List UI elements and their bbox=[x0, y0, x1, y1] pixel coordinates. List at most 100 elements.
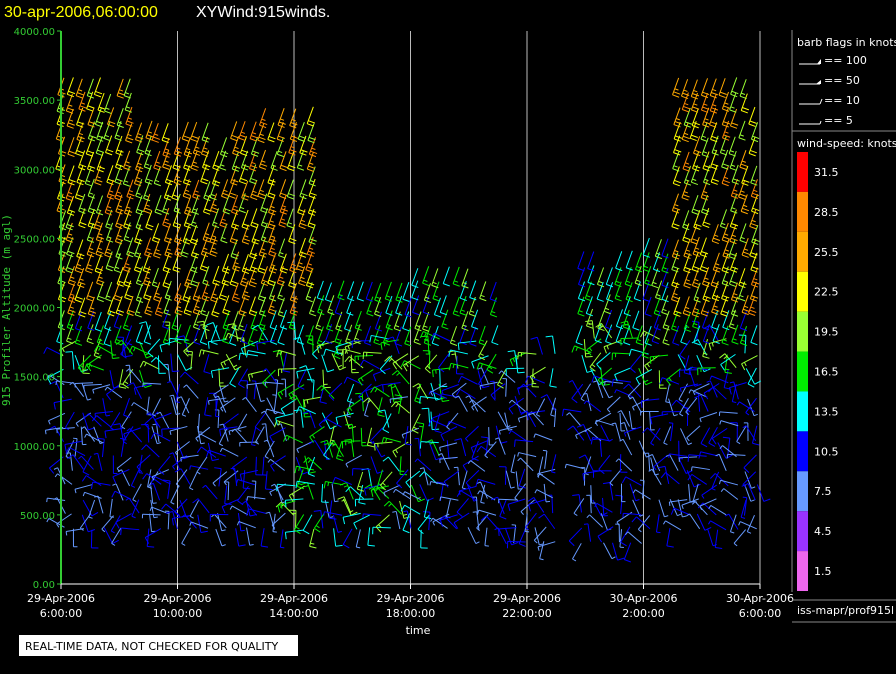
wind-barb-feather bbox=[66, 110, 74, 114]
wind-barb bbox=[632, 310, 640, 331]
wind-barb bbox=[710, 122, 719, 143]
wind-barb-feather bbox=[549, 385, 557, 388]
wind-barb-half-feather bbox=[221, 236, 226, 240]
wind-barb-half-feather bbox=[378, 411, 383, 414]
wind-barb-shaft bbox=[584, 454, 594, 472]
wind-barb-half-feather bbox=[469, 399, 473, 404]
wind-barb-half-feather bbox=[249, 340, 254, 343]
wind-barb-feather bbox=[65, 351, 73, 353]
wind-barb bbox=[67, 165, 76, 186]
wind-barb-feather bbox=[246, 350, 249, 358]
wind-barb-feather bbox=[674, 149, 682, 153]
wind-barb-feather bbox=[125, 355, 133, 358]
wind-barb-feather bbox=[163, 312, 171, 316]
wind-barb-shaft bbox=[326, 311, 334, 329]
wind-barb bbox=[699, 498, 717, 510]
wind-barb-feather bbox=[165, 237, 173, 241]
wind-barb-shaft bbox=[663, 426, 672, 444]
wind-barb-half-feather bbox=[298, 164, 303, 167]
wind-barb bbox=[313, 510, 324, 529]
wind-barb-shaft bbox=[325, 417, 342, 428]
wind-barb-feather bbox=[231, 179, 239, 183]
wind-barb-half-feather bbox=[135, 252, 140, 255]
wind-barb-feather bbox=[115, 194, 123, 198]
wind-barb bbox=[404, 297, 412, 318]
wind-barb-shaft bbox=[468, 395, 479, 412]
wind-barb-half-feather bbox=[170, 501, 175, 505]
wind-barb-shaft bbox=[367, 468, 373, 487]
wind-barb-feather bbox=[203, 371, 211, 375]
wind-barb-shaft bbox=[324, 511, 343, 516]
wind-barb bbox=[102, 398, 111, 417]
wind-barb-shaft bbox=[511, 430, 527, 442]
wind-barb-shaft bbox=[270, 150, 278, 169]
wind-barb-feather bbox=[675, 135, 682, 139]
wind-barb bbox=[197, 433, 217, 443]
wind-barb-shaft bbox=[237, 368, 248, 385]
wind-barb-feather bbox=[363, 488, 367, 496]
wind-barb-shaft bbox=[172, 452, 180, 470]
wind-barb-half-feather bbox=[242, 277, 247, 280]
wind-barb bbox=[231, 282, 241, 303]
wind-barb-shaft bbox=[529, 366, 546, 377]
wind-barb-half-feather bbox=[346, 338, 351, 341]
wind-barb-feather bbox=[277, 282, 285, 286]
wind-barb bbox=[171, 515, 191, 526]
wind-barb-feather bbox=[478, 342, 486, 346]
wind-barb bbox=[107, 296, 116, 317]
wind-barb bbox=[200, 237, 210, 258]
wind-barb-feather bbox=[572, 494, 580, 497]
wind-barb-shaft bbox=[459, 388, 476, 400]
wind-barb-half-feather bbox=[68, 323, 73, 327]
wind-barb-feather bbox=[154, 295, 162, 300]
wind-barb-feather bbox=[298, 282, 306, 287]
wind-barb-half-feather bbox=[116, 253, 121, 256]
wind-barb-feather bbox=[712, 240, 719, 245]
wind-barb bbox=[687, 473, 707, 485]
wind-barb-half-feather bbox=[703, 352, 708, 355]
wind-barb-feather bbox=[259, 295, 267, 299]
wind-barb-feather bbox=[179, 371, 186, 378]
wind-barb-feather bbox=[702, 208, 710, 212]
wind-barb bbox=[586, 494, 592, 514]
wind-barb-feather bbox=[358, 502, 366, 505]
wind-barb bbox=[239, 469, 258, 482]
wind-barb-shaft bbox=[296, 480, 315, 485]
wind-barb bbox=[374, 441, 393, 451]
wind-barb-shaft bbox=[518, 452, 537, 458]
wind-barb-feather bbox=[88, 250, 95, 255]
wind-barb-half-feather bbox=[75, 423, 79, 427]
wind-barb bbox=[254, 426, 265, 445]
wind-barb-half-feather bbox=[89, 192, 94, 195]
wind-barb bbox=[181, 527, 191, 546]
wind-barb bbox=[651, 268, 659, 289]
wind-barb-shaft bbox=[392, 336, 400, 355]
wind-barb-feather bbox=[260, 251, 268, 255]
wind-barb-feather bbox=[201, 253, 209, 258]
wind-barb bbox=[134, 224, 143, 245]
wind-barb-shaft bbox=[710, 164, 718, 183]
wind-barb-feather bbox=[478, 355, 485, 361]
wind-barb-feather bbox=[96, 298, 104, 303]
wind-barb bbox=[480, 515, 499, 530]
wind-barb-feather bbox=[136, 208, 144, 213]
wind-barb-shaft bbox=[619, 529, 623, 548]
wind-barb-shaft bbox=[170, 397, 177, 415]
wind-barb-shaft bbox=[385, 295, 393, 314]
wind-barb-feather bbox=[691, 211, 699, 216]
wind-barb bbox=[419, 395, 439, 404]
wind-barb-half-feather bbox=[80, 426, 85, 430]
wind-barb bbox=[74, 253, 83, 274]
wind-barb-feather bbox=[280, 192, 288, 197]
wind-barb-feather bbox=[111, 490, 116, 498]
wind-barb-shaft bbox=[471, 309, 479, 327]
wind-barb-feather bbox=[260, 210, 268, 214]
wind-barb bbox=[534, 527, 544, 546]
wind-barb-shaft bbox=[92, 481, 111, 486]
wind-barb bbox=[110, 412, 121, 431]
wind-barb bbox=[120, 339, 132, 359]
wind-barb-half-feather bbox=[234, 293, 239, 296]
wind-barb-feather bbox=[498, 528, 500, 537]
wind-barb-half-feather bbox=[93, 452, 98, 455]
wind-barb-feather bbox=[249, 312, 257, 317]
